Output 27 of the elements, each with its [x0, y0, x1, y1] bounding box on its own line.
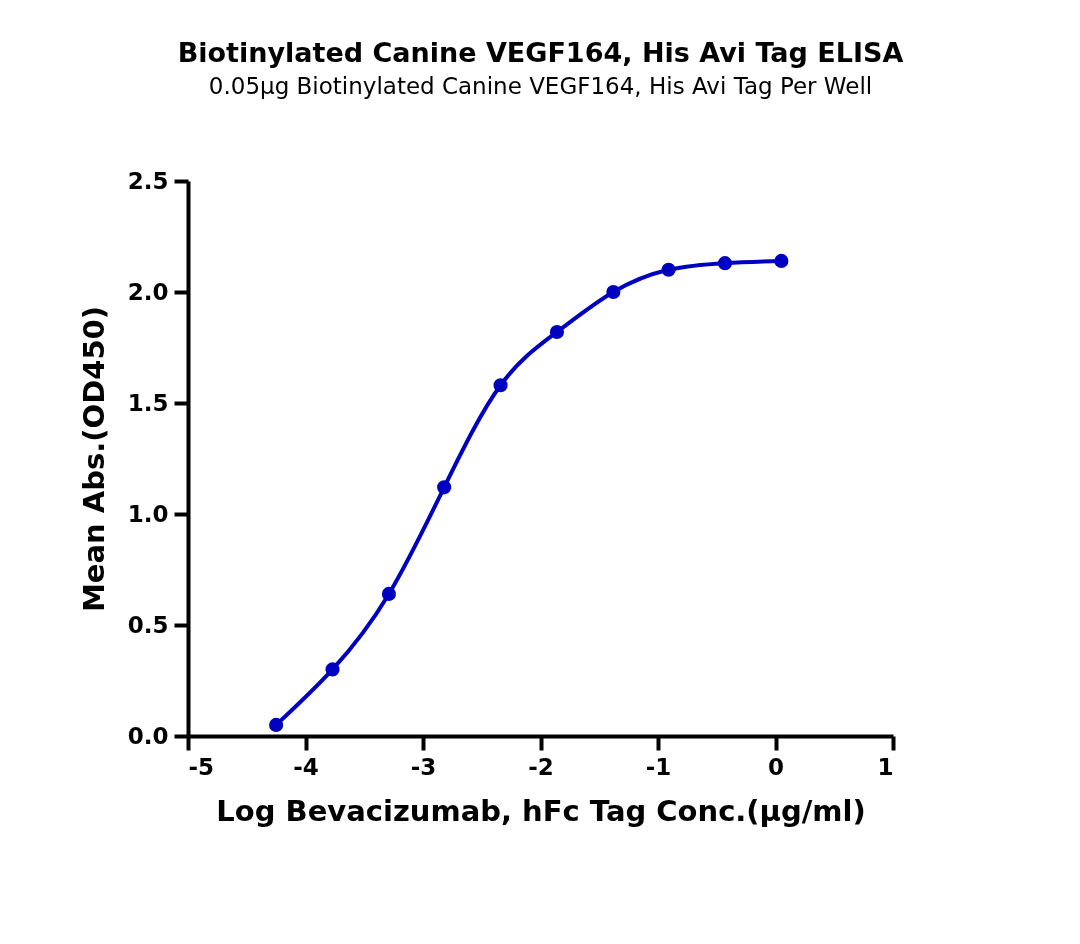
- y-tick-label: 2.5: [127, 167, 169, 194]
- x-tick-label: -1: [645, 753, 672, 780]
- x-axis-title: Log Bevacizumab, hFc Tag Conc.(μg/ml): [216, 793, 866, 828]
- point: [269, 717, 284, 732]
- x-tick-label: -3: [410, 753, 437, 780]
- y-axis-title: Mean Abs.(OD450): [76, 305, 111, 613]
- point: [325, 662, 340, 677]
- point: [606, 284, 621, 300]
- point: [437, 480, 452, 495]
- y-tick-label: 2.0: [127, 278, 169, 305]
- point: [774, 253, 789, 268]
- point: [493, 378, 508, 393]
- y-tick-label: 1.5: [127, 389, 169, 416]
- x-tick-label: -5: [188, 753, 215, 780]
- chart-subtitle: 0.05μg Biotinylated Canine VEGF164, His Avi Tag Per Well: [208, 73, 873, 99]
- x-tick-label: -2: [528, 753, 554, 780]
- x-tick-label: -4: [293, 753, 319, 780]
- y-tick-label: 0.0: [127, 722, 169, 749]
- point: [381, 586, 396, 601]
- point: [661, 262, 676, 277]
- y-tick-label: 1.0: [127, 500, 169, 527]
- x-tick-label: 0: [767, 753, 785, 780]
- point: [549, 324, 565, 340]
- x-tick-label: 1: [877, 753, 894, 780]
- point: [717, 256, 733, 271]
- chart-title: Biotinylated Canine VEGF164, His Avi Tag ELISA: [177, 37, 904, 68]
- y-tick-label: 0.5: [127, 611, 169, 638]
